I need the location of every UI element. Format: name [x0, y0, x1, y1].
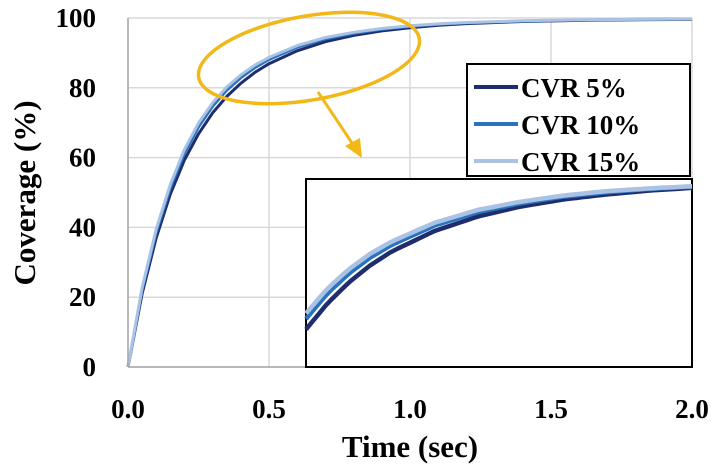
x-axis-label: Time (sec) [342, 429, 478, 464]
inset-series-lines [304, 183, 693, 331]
highlight-ellipse [196, 10, 422, 106]
arrow-shaft [316, 91, 356, 147]
y-tick-label: 60 [69, 143, 96, 173]
x-tick-label: 0.0 [111, 394, 145, 424]
y-tick-label: 100 [56, 3, 97, 33]
x-tick-label: 1.5 [534, 394, 568, 424]
x-tick-labels: 0.0 0.5 1.0 1.5 2.0 [111, 394, 709, 424]
inset-series-line [304, 183, 693, 315]
y-tick-labels: 0 20 40 60 80 100 [56, 3, 97, 382]
legend-label: CVR 10% [521, 110, 640, 140]
y-tick-label: 20 [69, 282, 96, 312]
y-tick-label: 80 [69, 73, 96, 103]
legend: CVR 5% CVR 10% CVR 15% [466, 63, 691, 177]
y-axis-label: Coverage (%) [7, 100, 42, 285]
zoom-arrow [316, 91, 362, 158]
x-tick-label: 1.0 [393, 394, 427, 424]
x-tick-label: 2.0 [675, 394, 709, 424]
series-lines [126, 17, 693, 368]
series-line-cvr-15- [126, 17, 693, 368]
y-tick-label: 0 [83, 352, 97, 382]
x-tick-label: 0.5 [252, 394, 286, 424]
legend-label: CVR 15% [521, 147, 640, 177]
inset-zoom [304, 178, 693, 368]
arrow-head [345, 138, 362, 158]
legend-items: CVR 5% CVR 10% CVR 15% [474, 73, 640, 177]
legend-label: CVR 5% [521, 73, 627, 103]
y-tick-label: 40 [69, 212, 96, 242]
legend-frame [466, 63, 691, 177]
